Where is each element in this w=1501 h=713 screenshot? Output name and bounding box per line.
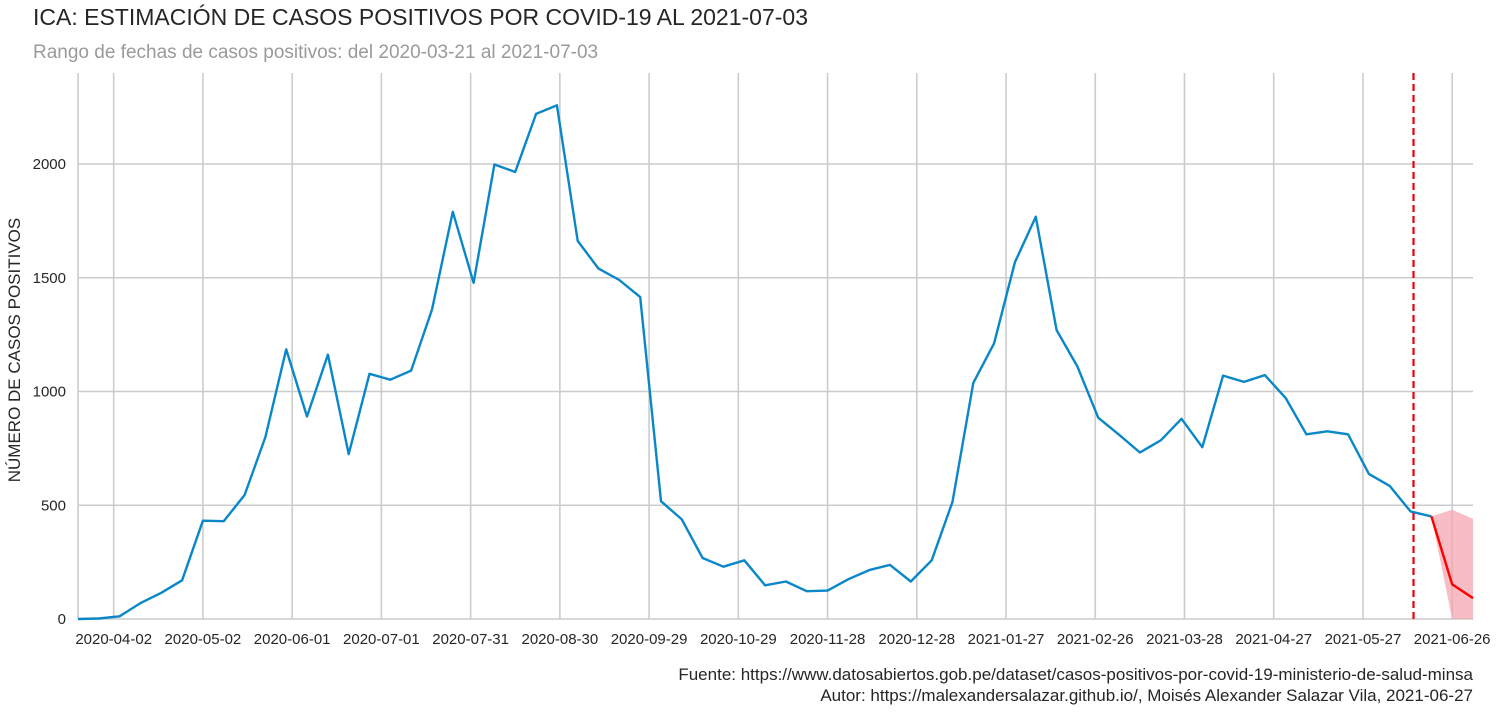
x-tick-label: 2020-08-30 xyxy=(521,631,598,648)
y-tick-label: 0 xyxy=(58,611,66,628)
forecast-band-layer xyxy=(1431,509,1473,619)
x-tick-label: 2020-11-28 xyxy=(790,631,866,648)
chart-title: ICA: ESTIMACIÓN DE CASOS POSITIVOS POR C… xyxy=(33,4,809,30)
series-layer xyxy=(77,104,1474,621)
x-tick-label: 2021-02-26 xyxy=(1057,631,1134,648)
forecast-line xyxy=(1430,516,1474,600)
x-tick-label: 2021-05-27 xyxy=(1325,631,1402,648)
y-tick-label: 2000 xyxy=(33,156,66,173)
x-tick-label: 2020-07-31 xyxy=(432,631,509,648)
y-tick-label: 1000 xyxy=(33,384,66,401)
x-tick-label: 2020-07-01 xyxy=(343,631,420,648)
forecast-confidence-band xyxy=(1431,509,1473,619)
y-tick-labels: 0 500 1000 1500 2000 xyxy=(33,156,66,628)
x-tick-label: 2021-01-27 xyxy=(968,631,1045,648)
x-tick-label: 2020-04-02 xyxy=(75,631,152,648)
chart-footer: Fuente: https://www.datosabiertos.gob.pe… xyxy=(678,664,1473,706)
observed-cases-line xyxy=(77,104,1432,621)
x-tick-label: 2020-06-01 xyxy=(254,631,331,648)
x-tick-label: 2021-06-26 xyxy=(1414,631,1491,648)
x-tick-labels: 2020-04-02 2020-05-02 2020-06-01 2020-07-01… xyxy=(75,631,1490,648)
y-tick-label: 500 xyxy=(41,497,66,514)
x-tick-label: 2020-05-02 xyxy=(165,631,242,648)
x-tick-label: 2020-10-29 xyxy=(700,631,777,648)
chart-subtitle: Rango de fechas de casos positivos: del … xyxy=(33,42,599,63)
grid-lines xyxy=(77,73,1473,620)
x-tick-label: 2021-03-28 xyxy=(1146,631,1223,648)
x-tick-label: 2020-09-29 xyxy=(611,631,688,648)
x-tick-label: 2020-12-28 xyxy=(878,631,955,648)
y-tick-label: 1500 xyxy=(33,270,66,287)
x-tick-label: 2021-04-27 xyxy=(1235,631,1312,648)
author-note: Autor: https://malexandersalazar.github.… xyxy=(820,686,1473,705)
source-note: Fuente: https://www.datosabiertos.gob.pe… xyxy=(678,665,1473,684)
